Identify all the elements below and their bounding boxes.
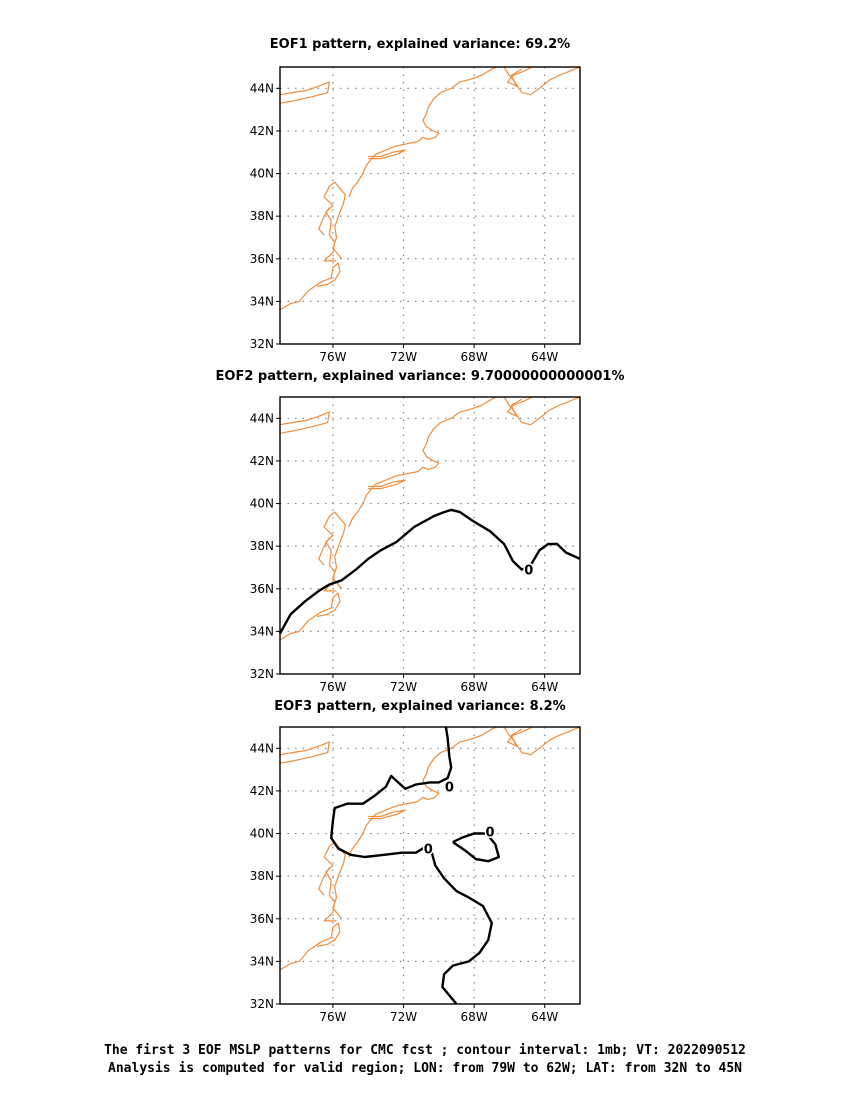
lat-tick-label: 34N bbox=[250, 624, 274, 638]
lat-tick-label: 40N bbox=[250, 167, 274, 181]
eof-panel-1: EOF1 pattern, explained variance: 69.2% 4… bbox=[250, 37, 581, 364]
eof-panel-2: EOF2 pattern, explained variance: 9.7000… bbox=[216, 369, 625, 694]
lat-tick-label: 38N bbox=[250, 539, 274, 553]
lon-tick-label: 64W bbox=[531, 350, 558, 364]
lon-tick-label: 68W bbox=[461, 350, 488, 364]
lon-tick-label: 72W bbox=[390, 680, 417, 694]
coastline-segment bbox=[279, 922, 341, 971]
coastline-segment bbox=[507, 396, 533, 417]
coastline-segment bbox=[279, 262, 341, 311]
coastline bbox=[279, 726, 581, 971]
panel-title: EOF1 pattern, explained variance: 69.2% bbox=[270, 37, 570, 52]
contour-line bbox=[330, 726, 493, 1005]
coastline-segment bbox=[368, 479, 406, 490]
panel-title: EOF3 pattern, explained variance: 8.2% bbox=[274, 699, 565, 714]
caption-line-1: The first 3 EOF MSLP patterns for CMC fc… bbox=[104, 1043, 746, 1058]
contour-label: 0 bbox=[485, 825, 494, 840]
coastline-segment bbox=[507, 66, 533, 87]
lat-tick-label: 44N bbox=[250, 81, 274, 95]
coastline-segment bbox=[323, 511, 346, 592]
lon-tick-label: 64W bbox=[531, 680, 558, 694]
coastline-segment bbox=[279, 81, 330, 104]
eof-maps: EOF1 pattern, explained variance: 69.2% 4… bbox=[216, 37, 625, 1024]
coastline-segment bbox=[503, 396, 581, 426]
eof-panel-3: EOF3 pattern, explained variance: 8.2% 0 0… bbox=[250, 699, 581, 1024]
lat-tick-label: 44N bbox=[250, 411, 274, 425]
map-frame bbox=[279, 726, 581, 1005]
lon-tick-label: 76W bbox=[319, 350, 346, 364]
contour-label: 0 bbox=[445, 781, 454, 796]
coastline-segment bbox=[507, 726, 533, 747]
coastline-segment bbox=[503, 66, 581, 96]
lat-tick-label: 42N bbox=[250, 454, 274, 468]
coastline-segment bbox=[318, 867, 330, 896]
coastline-segment bbox=[318, 207, 330, 236]
panel-title: EOF2 pattern, explained variance: 9.7000… bbox=[216, 369, 625, 384]
map-frame bbox=[279, 396, 581, 675]
coastline-segment bbox=[318, 537, 330, 566]
coastline-segment bbox=[348, 396, 498, 528]
coastline bbox=[279, 396, 581, 641]
contour-label: 0 bbox=[424, 842, 433, 857]
contour-label: 0 bbox=[524, 564, 533, 579]
map-frame bbox=[279, 66, 581, 345]
lat-tick-label: 40N bbox=[250, 497, 274, 511]
coastline-segment bbox=[279, 411, 330, 434]
coastline-segment bbox=[348, 66, 498, 198]
lon-tick-label: 64W bbox=[531, 1010, 558, 1024]
coastline-segment bbox=[503, 726, 581, 756]
lat-tick-label: 42N bbox=[250, 784, 274, 798]
coastline-segment bbox=[368, 149, 406, 160]
contour-line bbox=[278, 508, 581, 635]
lat-tick-label: 32N bbox=[250, 667, 274, 681]
coastline-segment bbox=[279, 741, 330, 764]
contour-line bbox=[452, 832, 500, 863]
lon-tick-label: 76W bbox=[319, 680, 346, 694]
lat-tick-label: 42N bbox=[250, 124, 274, 138]
coastline-segment bbox=[368, 809, 406, 820]
lon-tick-label: 68W bbox=[461, 1010, 488, 1024]
lat-tick-label: 36N bbox=[250, 582, 274, 596]
lat-tick-label: 38N bbox=[250, 209, 274, 223]
lat-tick-label: 44N bbox=[250, 741, 274, 755]
lon-tick-label: 68W bbox=[461, 680, 488, 694]
lat-tick-label: 36N bbox=[250, 912, 274, 926]
coastline bbox=[279, 66, 581, 311]
coastline-segment bbox=[348, 726, 498, 858]
lat-tick-label: 36N bbox=[250, 252, 274, 266]
lat-tick-label: 34N bbox=[250, 294, 274, 308]
lat-tick-label: 34N bbox=[250, 954, 274, 968]
coastline-segment bbox=[323, 841, 346, 922]
lat-tick-label: 40N bbox=[250, 827, 274, 841]
coastline-segment bbox=[279, 592, 341, 641]
lat-tick-label: 32N bbox=[250, 997, 274, 1011]
lon-tick-label: 72W bbox=[390, 350, 417, 364]
caption-line-2: Analysis is computed for valid region; L… bbox=[108, 1061, 742, 1076]
coastline-segment bbox=[323, 181, 346, 262]
lon-tick-label: 72W bbox=[390, 1010, 417, 1024]
lat-tick-label: 32N bbox=[250, 337, 274, 351]
lon-tick-label: 76W bbox=[319, 1010, 346, 1024]
lat-tick-label: 38N bbox=[250, 869, 274, 883]
